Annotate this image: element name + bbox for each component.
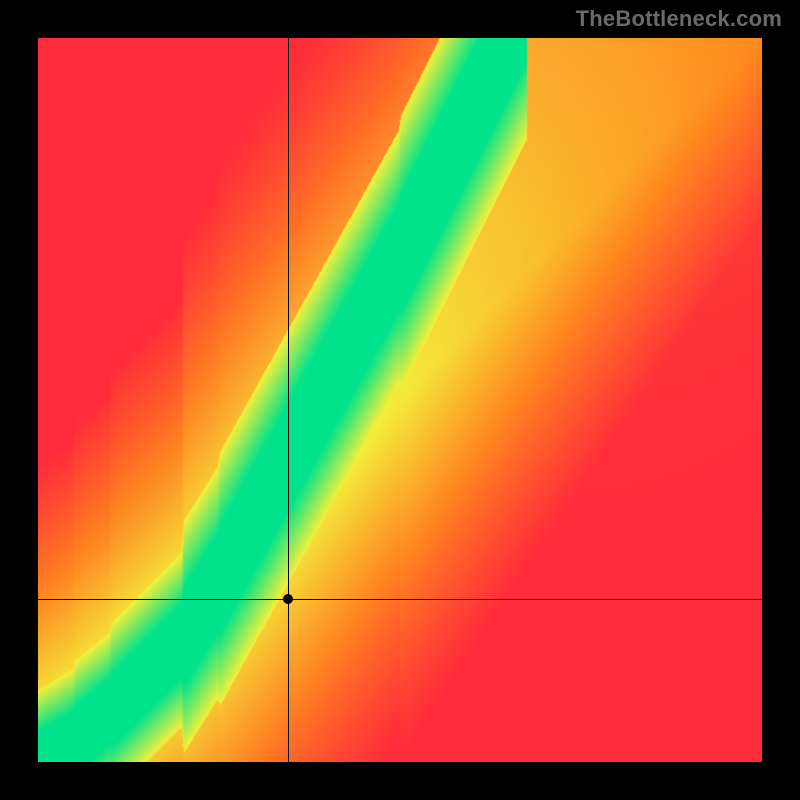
watermark-text: TheBottleneck.com [576, 6, 782, 32]
chart-container: TheBottleneck.com [0, 0, 800, 800]
heatmap-canvas [38, 38, 762, 762]
plot-area [38, 38, 762, 762]
